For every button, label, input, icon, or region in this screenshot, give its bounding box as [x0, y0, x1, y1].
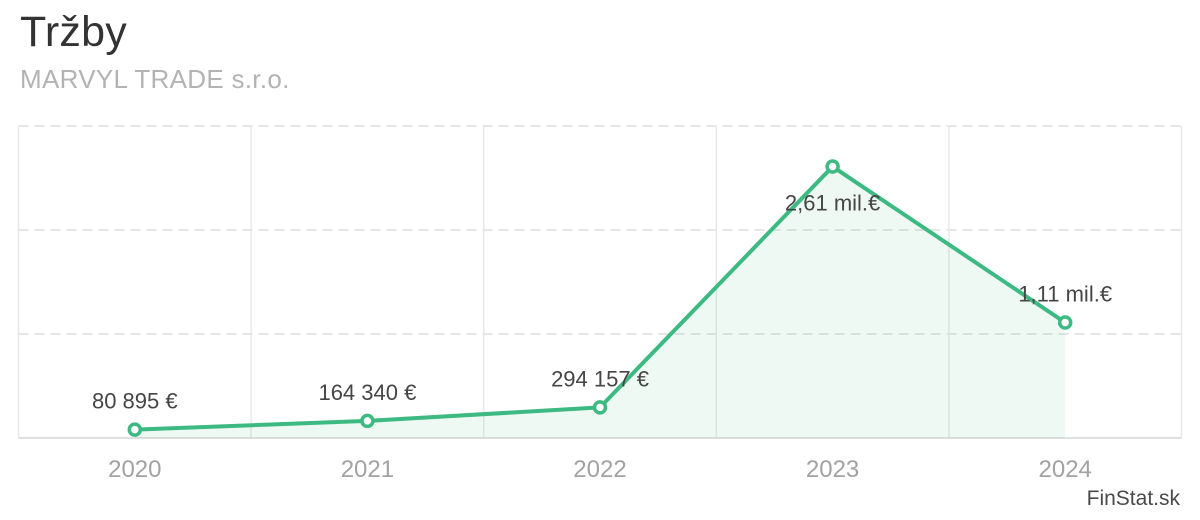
- chart-point-label: 294 157 €: [551, 366, 649, 391]
- chart-header: Tržby MARVYL TRADE s.r.o.: [20, 8, 290, 95]
- chart-x-tick-label: 2023: [806, 456, 859, 483]
- chart-x-tick-label: 2021: [341, 456, 394, 483]
- chart-point-label: 80 895 €: [92, 389, 178, 414]
- chart-point-label: 1,11 mil.€: [1018, 282, 1112, 307]
- chart-point-2023[interactable]: [825, 159, 840, 174]
- page-title: Tržby: [20, 8, 127, 56]
- chart-x-tick-label: 2022: [573, 456, 626, 483]
- chart-point-2024[interactable]: [1057, 315, 1073, 330]
- chart-point-2020[interactable]: [127, 422, 143, 437]
- chart-area-fill: [134, 166, 1066, 438]
- chart-point-label: 2,61 mil.€: [785, 191, 880, 216]
- chart-point-2022[interactable]: [592, 400, 608, 415]
- chart-x-tick-label: 2020: [108, 456, 161, 483]
- chart-point-2021[interactable]: [360, 413, 375, 429]
- chart-x-tick-label: 2024: [1039, 456, 1092, 483]
- company-subtitle: MARVYL TRADE s.r.o.: [20, 64, 290, 95]
- finstat-watermark-link[interactable]: FinStat.sk: [1086, 487, 1180, 510]
- chart-point-label: 164 340 €: [318, 380, 416, 405]
